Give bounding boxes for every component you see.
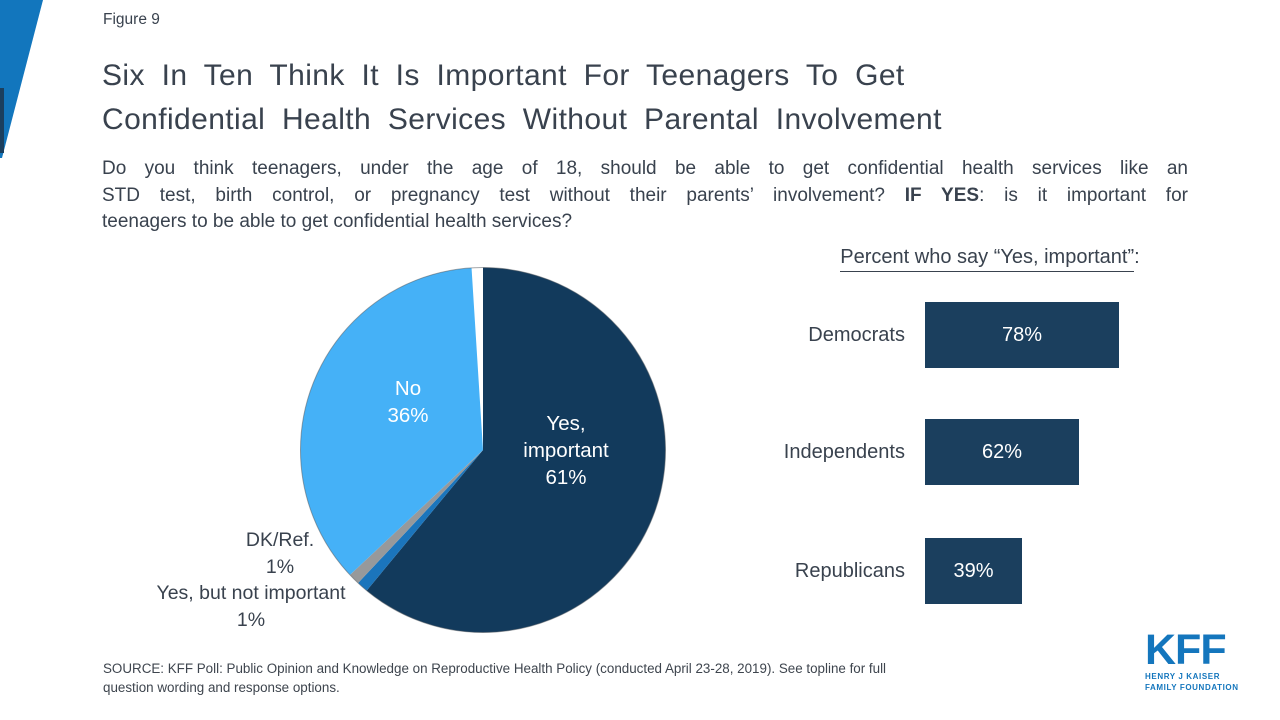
survey-question: Do you think teenagers, under the age of… <box>102 156 1188 236</box>
question-line2-pre: STD test, birth control, or pregnancy te… <box>102 184 905 206</box>
kff-logo: KFF HENRY J KAISER FAMILY FOUNDATION <box>1145 626 1239 693</box>
source-line-1: SOURCE: KFF Poll: Public Opinion and Kno… <box>103 661 887 676</box>
pie-label-dk-text: DK/Ref. <box>245 529 315 551</box>
pie-chart-area <box>300 267 666 633</box>
bar-label-independents: Independents <box>783 440 905 463</box>
pie-label-yes-value: 61% <box>545 466 587 489</box>
question-line2-post: : is it important for <box>979 184 1188 206</box>
survey-question-line-2: STD test, birth control, or pregnancy te… <box>102 183 1188 210</box>
bar-value-democrats: 78% <box>1001 323 1043 346</box>
kff-logo-subtext-1: HENRY J KAISER <box>1145 672 1221 681</box>
bar-democrats: 78% <box>925 302 1119 368</box>
pie-label-dk-ref: DK/Ref. 1% <box>210 527 350 581</box>
pie-slice-no <box>300 267 483 575</box>
pie-slice-yes-important <box>366 267 666 633</box>
pie-label-no-value: 36% <box>387 404 429 427</box>
pie-slice-yes-not-important <box>358 450 483 591</box>
pie-label-yes-not-important: Yes, but not important 1% <box>126 580 376 634</box>
slide-title: Six In Ten Think It Is Important For Tee… <box>102 54 1222 142</box>
if-yes-bold: IF YES <box>904 184 980 206</box>
pie-chart <box>300 267 666 633</box>
pie-label-yes-text-1: Yes, <box>546 412 586 435</box>
pie-label-ynbi-value: 1% <box>236 609 266 631</box>
pie-label-yes-text-2: important <box>523 439 609 462</box>
bar-row-republicans: Republicans 39% <box>750 538 1022 604</box>
survey-question-line-3: teenagers to be able to get confidential… <box>102 211 573 232</box>
kff-logo-subtext: HENRY J KAISER FAMILY FOUNDATION <box>1145 671 1239 693</box>
pie-label-yes-important: Yes, important 61% <box>476 410 656 491</box>
bar-value-independents: 62% <box>981 440 1023 463</box>
kff-logo-text: KFF <box>1145 626 1227 674</box>
kff-logo-subtext-2: FAMILY FOUNDATION <box>1145 683 1239 692</box>
corner-triangle-decoration <box>0 0 43 158</box>
bar-label-republicans: Republicans <box>794 559 905 582</box>
bar-republicans: 39% <box>925 538 1022 604</box>
source-note: SOURCE: KFF Poll: Public Opinion and Kno… <box>103 660 886 697</box>
pie-label-no: No 36% <box>328 375 488 429</box>
bar-row-independents: Independents 62% <box>750 419 1079 485</box>
bar-panel-heading-colon: : <box>1134 246 1140 268</box>
corner-accent-strip <box>0 88 4 153</box>
pie-label-ynbi-text: Yes, but not important <box>156 582 346 604</box>
corner-triangle-shape <box>0 0 43 158</box>
bar-independents: 62% <box>925 419 1079 485</box>
pie-label-dk-value: 1% <box>265 556 295 578</box>
bar-row-democrats: Democrats 78% <box>750 302 1119 368</box>
bar-panel-heading: Percent who say “Yes, important”: <box>750 246 1230 272</box>
bar-label-democrats: Democrats <box>808 323 905 346</box>
survey-question-line-1: Do you think teenagers, under the age of… <box>102 158 1188 179</box>
figure-label: Figure 9 <box>103 11 160 28</box>
pie-label-no-text: No <box>394 377 422 400</box>
pie-slice-dk-ref <box>349 450 483 584</box>
title-line-1: Six In Ten Think It Is Important For Tee… <box>102 59 905 92</box>
bar-value-republicans: 39% <box>953 559 994 582</box>
pie-outline <box>300 267 666 633</box>
source-line-2: question wording and response options. <box>103 679 340 695</box>
bar-panel-heading-underlined: Percent who say “Yes, important” <box>840 246 1135 272</box>
title-line-2: Confidential Health Services Without Par… <box>102 103 942 136</box>
